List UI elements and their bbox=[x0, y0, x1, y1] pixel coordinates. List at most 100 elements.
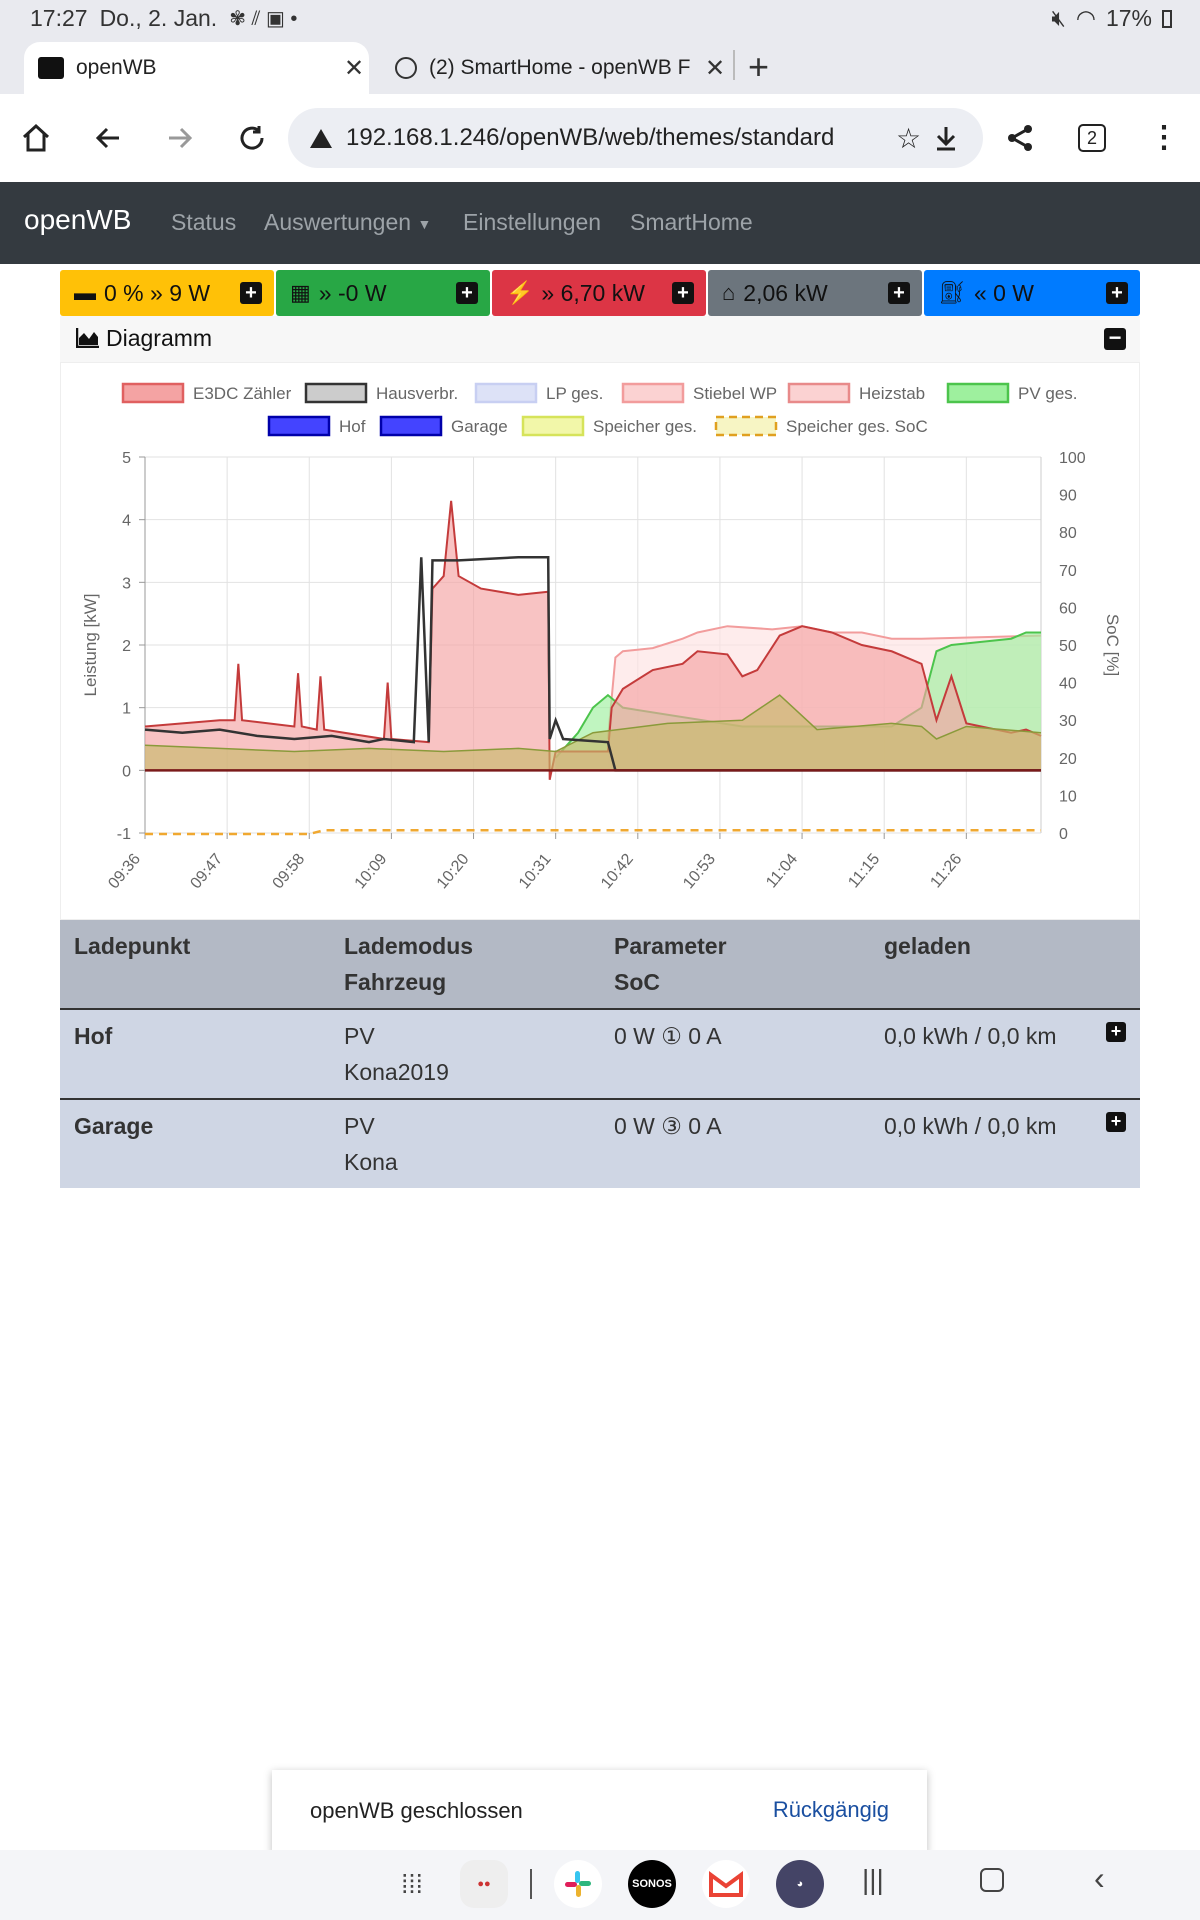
lp-vehicle: Kona2019 bbox=[344, 1059, 449, 1085]
header-label: Parameter bbox=[614, 933, 727, 959]
home-nav-icon[interactable] bbox=[980, 1868, 1004, 1892]
header-label: geladen bbox=[884, 933, 971, 959]
plus-square-icon[interactable]: + bbox=[456, 282, 478, 304]
x-tick-label: 10:09 bbox=[352, 851, 391, 893]
plus-square-icon[interactable]: + bbox=[888, 282, 910, 304]
gmail-icon[interactable] bbox=[702, 1860, 750, 1908]
speicher-soc-line bbox=[145, 828, 1041, 836]
recents-icon[interactable]: ||| bbox=[862, 1864, 884, 1895]
tab-title: (2) SmartHome - openWB F bbox=[429, 56, 691, 79]
brand[interactable]: openWB bbox=[24, 204, 132, 235]
back-button[interactable] bbox=[84, 114, 132, 162]
new-tab-button[interactable]: + bbox=[748, 46, 770, 87]
close-tab-icon[interactable]: ✕ bbox=[704, 54, 726, 82]
plus-square-icon[interactable]: + bbox=[672, 282, 694, 304]
legend-swatch bbox=[621, 382, 685, 404]
lp-charged: 0,0 kWh / 0,0 km bbox=[884, 1113, 1057, 1139]
home-button[interactable] bbox=[12, 114, 60, 162]
x-tick-label: 11:26 bbox=[927, 851, 965, 892]
charging-station-icon: ⛽︎ bbox=[938, 280, 966, 305]
clock: 17:27 bbox=[30, 5, 88, 31]
nav-status[interactable]: Status bbox=[171, 209, 237, 235]
arrow-right-icon bbox=[169, 127, 193, 149]
slack-icon[interactable] bbox=[554, 1860, 602, 1908]
y2-tick-label: 50 bbox=[1059, 638, 1077, 655]
legend-label: Stiebel WP bbox=[693, 384, 777, 403]
openwb-favicon-icon bbox=[38, 57, 64, 79]
x-tick-label: 09:58 bbox=[270, 851, 309, 893]
not-secure-icon[interactable] bbox=[310, 128, 332, 148]
lp-mode-cell[interactable]: PV Kona2019 bbox=[330, 1008, 600, 1099]
tile-house[interactable]: ⌂ 2,06 kW + bbox=[708, 270, 922, 316]
undo-button[interactable]: Rückgängig bbox=[772, 1797, 889, 1822]
legend-swatch bbox=[787, 382, 851, 404]
lp-charged-cell: 0,0 kWh / 0,0 km + bbox=[870, 1098, 1140, 1188]
table-header-row: Ladepunkt Lademodus Fahrzeug Parameter SoC… bbox=[60, 920, 1140, 1009]
nav-auswertungen[interactable]: Auswertungen ▼ bbox=[264, 209, 431, 236]
android-bottom-bar: ⁞⁞⁞ ●● SONOS ◕ ||| ‹ bbox=[0, 1850, 1200, 1920]
arrow-left-icon bbox=[95, 127, 119, 149]
legend-label: E3DC Zähler bbox=[193, 384, 292, 403]
header-label: Fahrzeug bbox=[344, 969, 447, 995]
header-ladepunkt: Ladepunkt bbox=[60, 920, 330, 1009]
diagram-header[interactable]: Diagramm − bbox=[60, 316, 1140, 363]
lp-name: Hof bbox=[60, 1008, 330, 1099]
minus-square-icon[interactable]: − bbox=[1104, 327, 1126, 350]
y-tick-label: 2 bbox=[122, 638, 131, 655]
legend-swatch bbox=[946, 382, 1010, 404]
tab-switcher-button[interactable]: 2 bbox=[1068, 114, 1116, 162]
menu-button[interactable]: ⋮ bbox=[1140, 114, 1188, 162]
lp-mode-cell[interactable]: PV Kona bbox=[330, 1098, 600, 1188]
battery-icon bbox=[1162, 9, 1172, 28]
tile-battery[interactable]: ▬ 0 % » 9 W + bbox=[60, 270, 274, 316]
legend-label: Heizstab bbox=[859, 384, 925, 403]
lp-param: 0 W ① 0 A bbox=[600, 1008, 870, 1099]
share-icon bbox=[1008, 125, 1032, 151]
tile-pv[interactable]: ▦ » -0 W + bbox=[276, 270, 490, 316]
tab-smarthome[interactable]: (2) SmartHome - openWB F ✕ bbox=[385, 42, 730, 94]
y2-tick-label: 20 bbox=[1059, 751, 1077, 768]
app-icon-folder[interactable]: ◕ bbox=[776, 1860, 824, 1908]
tile-charging[interactable]: ⛽︎ « 0 W + bbox=[924, 270, 1140, 316]
lp-mode: PV bbox=[344, 1023, 375, 1049]
plus-square-icon[interactable]: + bbox=[240, 282, 262, 304]
app-drawer-icon[interactable]: ⁞⁞⁞ bbox=[401, 1868, 423, 1899]
star-icon[interactable]: ☆ bbox=[896, 122, 922, 154]
solar-panel-icon: ▦ bbox=[290, 280, 311, 305]
app-icon-messages[interactable]: ●● bbox=[460, 1860, 508, 1908]
plus-square-icon[interactable]: + bbox=[1106, 1112, 1126, 1132]
legend-label: Hausverbr. bbox=[376, 384, 458, 403]
y2-tick-label: 90 bbox=[1059, 488, 1077, 505]
plus-square-icon[interactable]: + bbox=[1106, 1022, 1126, 1042]
nav-einstellungen[interactable]: Einstellungen bbox=[463, 209, 602, 235]
reload-button[interactable] bbox=[228, 114, 276, 162]
lp-charged: 0,0 kWh / 0,0 km bbox=[884, 1023, 1057, 1049]
app-dock: ⁞⁞⁞ ●● SONOS ◕ bbox=[388, 1860, 824, 1908]
tab-openwb[interactable]: openWB ✕ bbox=[24, 42, 369, 94]
ladepunkt-table: Ladepunkt Lademodus Fahrzeug Parameter SoC… bbox=[60, 920, 1140, 1188]
download-icon bbox=[936, 127, 956, 151]
tile-grid[interactable]: ⚡ » 6,70 kW + bbox=[492, 270, 706, 316]
close-tab-icon[interactable]: ✕ bbox=[343, 54, 365, 82]
tile-pv-text: » -0 W bbox=[318, 279, 387, 306]
back-nav-icon[interactable]: ‹ bbox=[1094, 1860, 1105, 1896]
tile-house-text: 2,06 kW bbox=[743, 279, 828, 306]
plus-square-icon[interactable]: + bbox=[1106, 282, 1128, 304]
omnibox[interactable]: 192.168.1.246/openWB/web/themes/standard… bbox=[288, 108, 983, 168]
nav-smarthome[interactable]: SmartHome bbox=[630, 209, 753, 235]
download-button[interactable] bbox=[922, 114, 970, 162]
y-tick-label: 3 bbox=[122, 575, 131, 592]
share-button[interactable] bbox=[996, 114, 1044, 162]
sonos-icon[interactable]: SONOS bbox=[628, 1860, 676, 1908]
x-tick-label: 10:53 bbox=[680, 851, 719, 893]
url-text[interactable]: 192.168.1.246/openWB/web/themes/standard bbox=[346, 124, 835, 151]
area-chart-icon bbox=[76, 328, 99, 348]
legend-label: Speicher ges. bbox=[593, 417, 697, 436]
forward-button[interactable] bbox=[156, 114, 204, 162]
tab-divider bbox=[733, 50, 735, 80]
header-label: SoC bbox=[614, 969, 660, 995]
home-icon: ⌂ bbox=[722, 280, 736, 305]
legend-swatch bbox=[121, 382, 185, 404]
snackbar-message: openWB geschlossen bbox=[310, 1798, 523, 1823]
y2-tick-label: 60 bbox=[1059, 600, 1077, 617]
